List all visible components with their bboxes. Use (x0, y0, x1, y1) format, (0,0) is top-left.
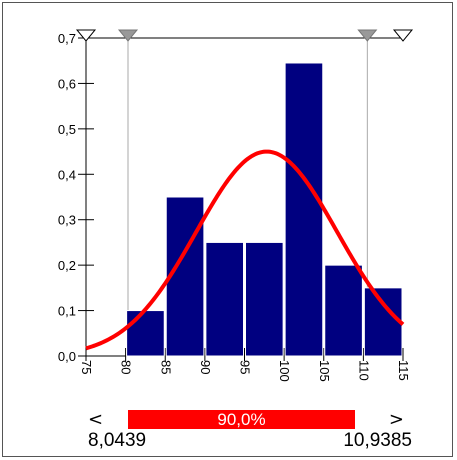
histogram-bar (324, 264, 363, 357)
left-arrow-button[interactable]: < (88, 409, 104, 430)
x-tick-label: 110 (356, 360, 371, 381)
left-bound-triangle[interactable] (75, 29, 97, 42)
right-bound-triangle[interactable] (392, 29, 414, 42)
right-bound-value: 10,9385 (343, 430, 412, 451)
x-tick-label: 85 (158, 360, 173, 374)
left-marker-triangle[interactable] (117, 29, 139, 42)
y-tick-label: 0,3 (58, 213, 76, 228)
histogram-bar (165, 196, 205, 357)
y-tick-label: 0,7 (58, 31, 76, 46)
percent-label: 90,0% (217, 410, 266, 429)
right-marker-triangle[interactable] (357, 29, 378, 42)
histogram-bar (245, 241, 284, 357)
y-tick-label: 0,1 (58, 304, 76, 319)
percent-fill[interactable] (128, 410, 355, 429)
right-arrow-button[interactable]: > (388, 409, 404, 430)
y-tick-label: 0,6 (58, 76, 76, 91)
left-bound-value: 8,0439 (88, 430, 147, 451)
histogram-bar (363, 287, 403, 357)
x-tick-label: 90 (198, 360, 213, 374)
x-tick-label: 80 (119, 360, 134, 374)
normal-curve (85, 149, 405, 351)
normal-curve-line (85, 149, 405, 351)
x-tick-label: 105 (317, 360, 332, 382)
percent-range-bar[interactable]: < > (88, 409, 404, 430)
y-tick-label: 0,0 (58, 349, 76, 364)
y-tick-label: 0,2 (58, 258, 76, 273)
histogram-bar (205, 241, 244, 357)
range-markers[interactable] (75, 29, 414, 42)
x-tick-label: 100 (277, 360, 292, 382)
x-tick-label: 75 (79, 360, 94, 374)
y-tick-label: 0,5 (58, 122, 76, 137)
chart-frame (2, 2, 453, 457)
histogram-bar (126, 310, 165, 357)
x-tick-label: 95 (238, 360, 253, 374)
axes: 0,0 0,1 0,2 0,3 0,4 0,5 0,6 0,7 75 80 85 90 95 100 105… (58, 31, 411, 382)
y-tick-label: 0,4 (58, 167, 76, 182)
x-tick-label: 115 (396, 360, 411, 381)
histogram-bars (126, 62, 403, 357)
histogram-bar (284, 62, 324, 357)
